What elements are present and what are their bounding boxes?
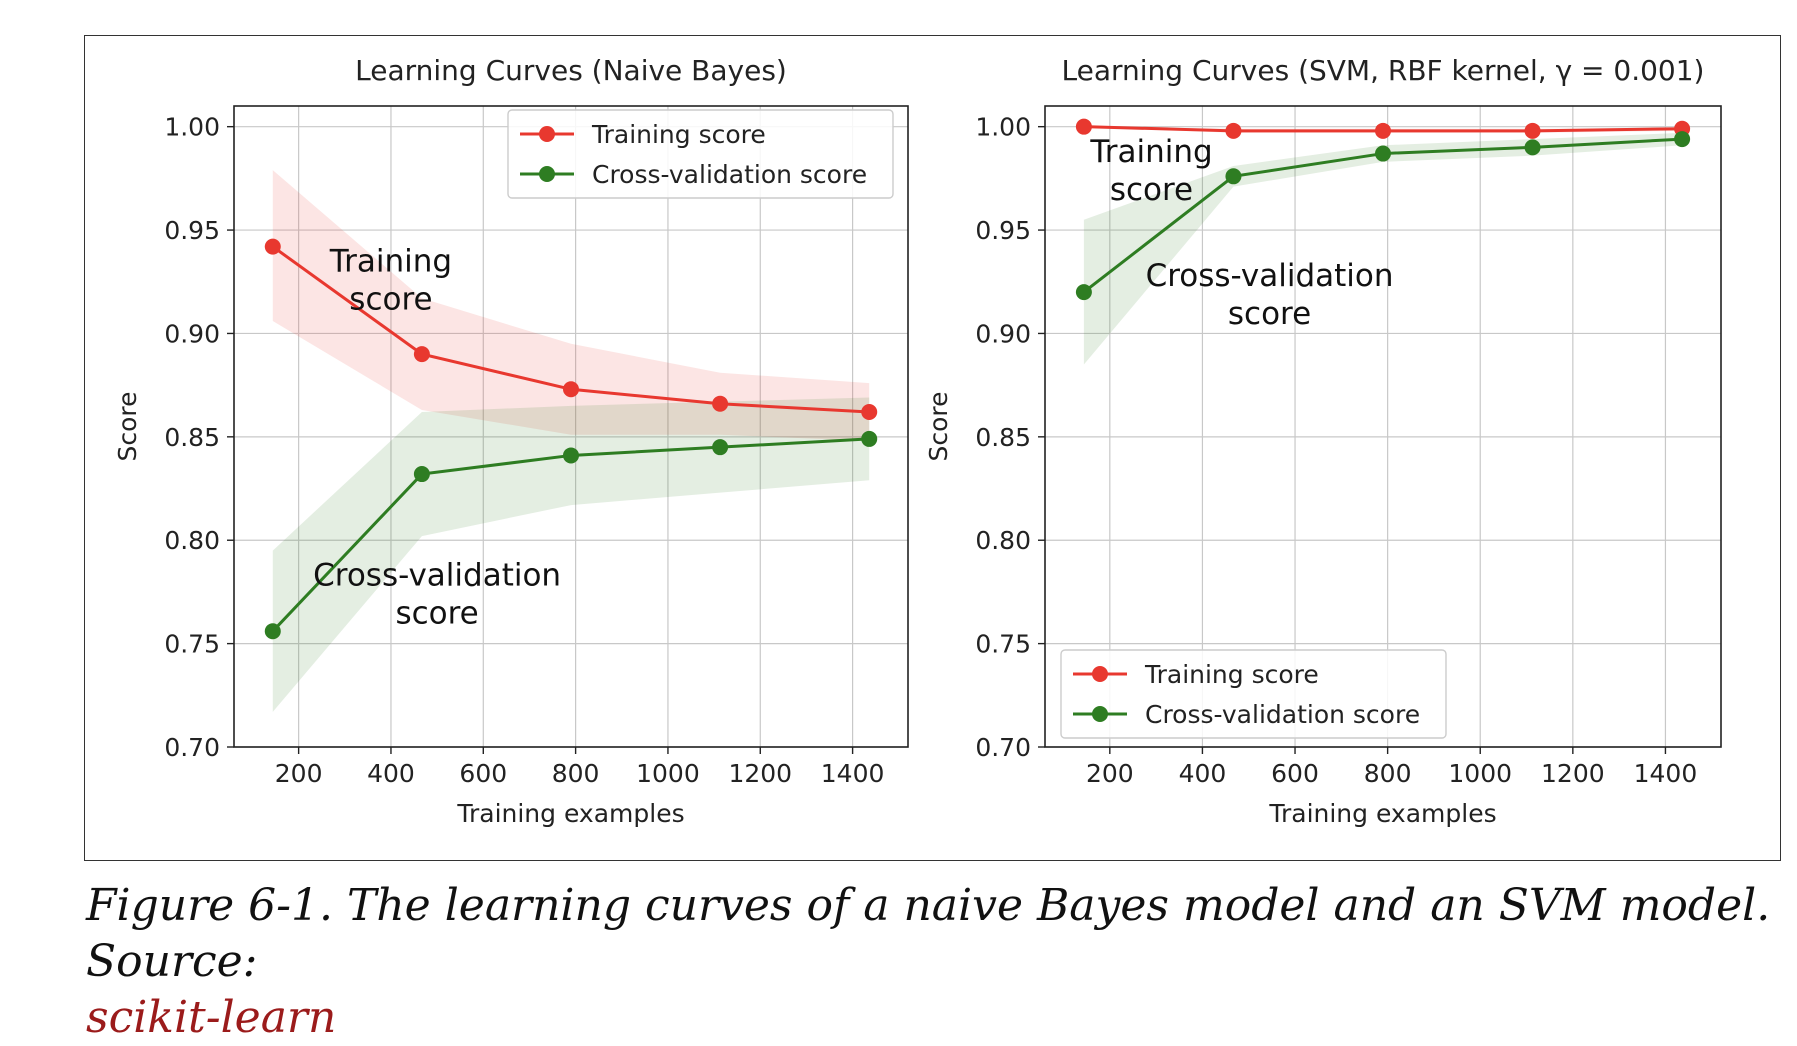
x-tick-label: 400 bbox=[367, 759, 415, 788]
caption-text: Figure 6-1. The learning curves of a nai… bbox=[86, 880, 1771, 987]
legend-label-cross-validation: Cross-validation score bbox=[592, 160, 867, 189]
plot-area-frame bbox=[1044, 105, 1722, 748]
data-point-cross-validation bbox=[563, 447, 579, 464]
legend-marker-cross-validation bbox=[1092, 706, 1108, 722]
annotation-line: score bbox=[1110, 172, 1193, 208]
x-tick-label: 1400 bbox=[821, 759, 885, 788]
annotation-line: Cross-validation bbox=[313, 558, 561, 594]
series-band-training bbox=[272, 170, 870, 441]
x-tick-label: 800 bbox=[1364, 759, 1412, 788]
legend-label-cross-validation: Cross-validation score bbox=[1145, 700, 1420, 729]
data-point-training bbox=[712, 395, 729, 412]
data-point-training bbox=[1075, 118, 1092, 135]
data-point-training bbox=[1225, 122, 1242, 139]
figure-caption: Figure 6-1. The learning curves of a nai… bbox=[86, 878, 1776, 1046]
y-tick-label: 0.80 bbox=[975, 526, 1031, 555]
y-tick-label: 0.75 bbox=[975, 630, 1031, 659]
data-point-training bbox=[861, 404, 878, 421]
annotation-line: Cross-validation bbox=[1146, 258, 1394, 294]
y-tick-label: 0.70 bbox=[164, 733, 220, 762]
data-point-training bbox=[563, 381, 579, 398]
figure-frame bbox=[84, 35, 1781, 861]
chart-title: Learning Curves (SVM, RBF kernel, γ = 0.… bbox=[1062, 54, 1705, 87]
y-tick-label: 0.70 bbox=[975, 733, 1031, 762]
annotation-label: Training score bbox=[329, 243, 452, 317]
y-tick-label: 1.00 bbox=[975, 113, 1031, 142]
chart-title: Learning Curves (Naive Bayes) bbox=[355, 54, 787, 87]
legend-marker-cross-validation bbox=[539, 166, 555, 182]
legend-label-training: Training score bbox=[1144, 660, 1319, 689]
data-point-cross-validation bbox=[264, 623, 281, 640]
x-tick-label: 200 bbox=[1086, 759, 1134, 788]
data-point-cross-validation bbox=[1375, 145, 1391, 162]
x-tick-label: 1200 bbox=[1541, 759, 1605, 788]
x-tick-label: 1000 bbox=[1448, 759, 1512, 788]
y-tick-label: 0.85 bbox=[164, 423, 220, 452]
y-tick-label: 0.95 bbox=[975, 216, 1031, 245]
legend-marker-training bbox=[1092, 666, 1108, 682]
y-axis-label: Score bbox=[113, 391, 142, 461]
legend: Training score Cross-validation score bbox=[507, 109, 894, 199]
data-point-training bbox=[264, 238, 281, 255]
y-tick-label: 0.90 bbox=[164, 319, 220, 348]
y-tick-label: 0.95 bbox=[164, 216, 220, 245]
plot-area-frame bbox=[233, 105, 909, 748]
data-point-cross-validation bbox=[1075, 284, 1092, 301]
x-tick-label: 400 bbox=[1179, 759, 1227, 788]
annotation-line: Training bbox=[329, 243, 452, 279]
annotation-label: Training score bbox=[1089, 134, 1212, 208]
x-axis-label: Training examples bbox=[456, 799, 684, 828]
x-tick-label: 800 bbox=[552, 759, 600, 788]
data-point-cross-validation bbox=[861, 430, 878, 447]
annotation-line: score bbox=[349, 281, 432, 317]
chart-panel-2: 200 400 600 800 1000 1200 1400 0.70 0.75 0.80 0.85… bbox=[924, 54, 1722, 828]
data-point-cross-validation bbox=[413, 466, 430, 483]
data-point-cross-validation bbox=[712, 439, 729, 456]
x-tick-label: 200 bbox=[275, 759, 323, 788]
legend-marker-training bbox=[539, 126, 555, 142]
data-point-cross-validation bbox=[1225, 168, 1242, 185]
y-tick-label: 0.85 bbox=[975, 423, 1031, 452]
x-tick-label: 1400 bbox=[1634, 759, 1698, 788]
legend-box bbox=[507, 109, 894, 199]
legend-label-training: Training score bbox=[591, 120, 766, 149]
y-tick-label: 0.90 bbox=[975, 319, 1031, 348]
y-tick-label: 1.00 bbox=[164, 113, 220, 142]
chart-panel-1: 200 400 600 800 1000 1200 1400 0.70 0.75 0.80 0.85… bbox=[113, 54, 909, 828]
data-point-training bbox=[1524, 122, 1541, 139]
y-tick-label: 0.75 bbox=[164, 630, 220, 659]
annotation-line: score bbox=[395, 596, 478, 632]
annotation-label: Cross-validation score bbox=[1146, 258, 1394, 332]
annotation-label: Cross-validation score bbox=[313, 558, 561, 632]
x-tick-label: 600 bbox=[459, 759, 507, 788]
legend: Training score Cross-validation score bbox=[1060, 649, 1447, 739]
data-point-training bbox=[1375, 122, 1391, 139]
learning-curves-figure: 200 400 600 800 1000 1200 1400 0.70 0.75 0.80 0.85… bbox=[113, 54, 1722, 828]
data-point-cross-validation bbox=[1674, 131, 1691, 148]
x-tick-label: 1000 bbox=[636, 759, 700, 788]
data-point-training bbox=[413, 346, 430, 363]
x-tick-label: 600 bbox=[1271, 759, 1319, 788]
data-point-cross-validation bbox=[1524, 139, 1541, 156]
legend-box bbox=[1060, 649, 1447, 739]
y-tick-label: 0.80 bbox=[164, 526, 220, 555]
x-tick-label: 1200 bbox=[728, 759, 792, 788]
annotation-line: score bbox=[1228, 296, 1311, 332]
x-axis-label: Training examples bbox=[1268, 799, 1496, 828]
annotation-line: Training bbox=[1089, 134, 1212, 170]
y-axis-label: Score bbox=[924, 391, 953, 461]
